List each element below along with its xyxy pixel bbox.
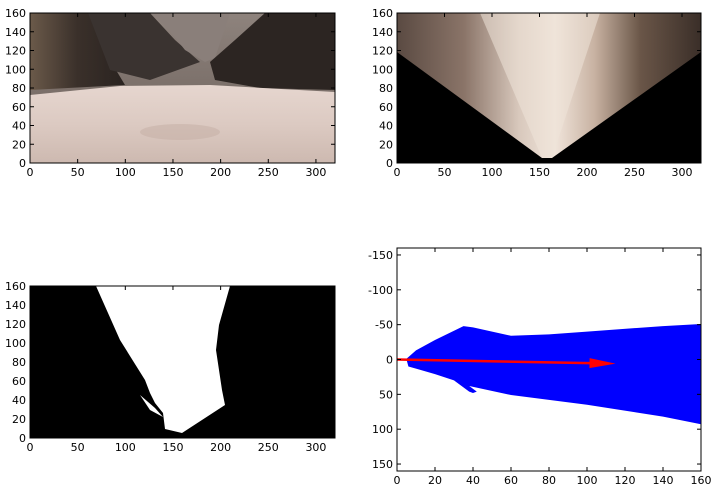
- x-tick-label: 300: [672, 166, 693, 179]
- y-tick-label: 120: [372, 45, 393, 58]
- y-tick-label: 140: [5, 26, 26, 39]
- x-tick-label: 200: [210, 166, 231, 179]
- camera-distant-haze: [150, 13, 230, 62]
- x-tick-label: 80: [542, 474, 556, 487]
- y-tick-label: 50: [379, 388, 393, 401]
- y-tick-label: 0: [19, 157, 26, 170]
- y-tick-label: 140: [5, 299, 26, 312]
- x-tick-label: 250: [258, 166, 279, 179]
- scatter-points-region: [406, 324, 701, 425]
- y-tick-label: 100: [372, 423, 393, 436]
- y-tick-label: 0: [19, 432, 26, 445]
- y-tick-label: 60: [12, 375, 26, 388]
- y-tick-label: 140: [372, 26, 393, 39]
- x-tick-label: 0: [394, 166, 401, 179]
- threshold-mask-panel: [30, 286, 335, 438]
- camera-left-rocks: [30, 13, 125, 90]
- y-tick-label: 100: [5, 337, 26, 350]
- x-tick-label: 300: [305, 166, 326, 179]
- direction-arrow-head: [589, 358, 616, 369]
- x-tick-label: 100: [115, 166, 136, 179]
- x-tick-label: 140: [653, 474, 674, 487]
- x-tick-label: 160: [691, 474, 712, 487]
- y-tick-label: 100: [5, 63, 26, 76]
- y-tick-label: 80: [12, 356, 26, 369]
- y-tick-label: -150: [368, 249, 393, 262]
- x-tick-label: 50: [71, 166, 85, 179]
- y-tick-label: 150: [372, 458, 393, 471]
- camera-right-rocks: [210, 13, 335, 90]
- camera-ground: [30, 85, 335, 163]
- x-tick-label: 250: [624, 166, 645, 179]
- y-tick-label: -100: [368, 284, 393, 297]
- x-tick-label: 0: [27, 166, 34, 179]
- y-tick-label: 0: [386, 157, 393, 170]
- threshold-speck: [140, 395, 163, 417]
- y-tick-label: 80: [379, 82, 393, 95]
- x-tick-label: 40: [466, 474, 480, 487]
- x-tick-label: 60: [504, 474, 518, 487]
- threshold-navigable-area: [96, 286, 230, 433]
- x-tick-label: 120: [615, 474, 636, 487]
- warped-image-panel: [397, 13, 701, 163]
- y-tick-label: 20: [12, 413, 26, 426]
- y-tick-label: 20: [379, 138, 393, 151]
- x-tick-label: 200: [210, 441, 231, 454]
- x-tick-label: 0: [27, 441, 34, 454]
- x-tick-label: 0: [394, 474, 401, 487]
- y-tick-label: 80: [12, 82, 26, 95]
- y-tick-label: 40: [12, 120, 26, 133]
- rover-coords-panel: [396, 324, 701, 425]
- x-tick-label: 50: [438, 166, 452, 179]
- x-tick-label: 20: [428, 474, 442, 487]
- y-tick-label: 40: [12, 394, 26, 407]
- x-tick-label: 100: [115, 441, 136, 454]
- x-tick-label: 100: [482, 166, 503, 179]
- camera-left-ridge: [88, 13, 200, 80]
- y-tick-label: 160: [372, 7, 393, 20]
- y-tick-label: -50: [375, 319, 393, 332]
- y-tick-label: 160: [5, 280, 26, 293]
- direction-arrow-shaft: [396, 358, 590, 365]
- y-tick-label: 60: [379, 101, 393, 114]
- x-tick-label: 200: [577, 166, 598, 179]
- y-tick-label: 120: [5, 45, 26, 58]
- y-tick-label: 0: [386, 354, 393, 367]
- warped-center-highlight: [480, 13, 600, 158]
- x-tick-label: 150: [162, 441, 183, 454]
- y-tick-label: 20: [12, 138, 26, 151]
- y-tick-label: 60: [12, 101, 26, 114]
- y-tick-label: 160: [5, 7, 26, 20]
- camera-ground-shade: [140, 124, 220, 140]
- x-tick-label: 150: [529, 166, 550, 179]
- x-tick-label: 50: [71, 441, 85, 454]
- x-tick-label: 300: [305, 441, 326, 454]
- x-tick-label: 250: [258, 441, 279, 454]
- x-tick-label: 150: [162, 166, 183, 179]
- y-tick-label: 40: [379, 120, 393, 133]
- camera-image-panel: [30, 13, 335, 163]
- x-tick-label: 100: [577, 474, 598, 487]
- y-tick-label: 100: [372, 63, 393, 76]
- y-tick-label: 120: [5, 318, 26, 331]
